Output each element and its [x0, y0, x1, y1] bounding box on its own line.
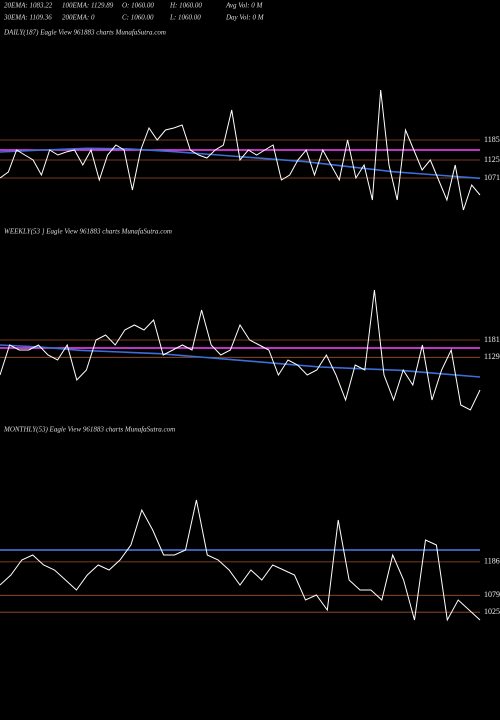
y-tick-label: 1181	[484, 335, 500, 344]
y-tick-label: 1125	[484, 155, 500, 164]
panel-title: MONTHLY(53) Eagle View 961883 charts Mun…	[3, 426, 175, 434]
price-line	[0, 344, 481, 378]
panel-title: DAILY(187) Eagle View 961883 charts Muna…	[3, 29, 166, 37]
header-stat: 20EMA: 1083.22	[4, 2, 53, 10]
header-stat: 30EMA: 1109.36	[3, 14, 52, 22]
panel-title: WEEKLY(53 ] Eagle View 961883 charts Mun…	[4, 228, 172, 236]
price-line	[0, 89, 481, 211]
price-line	[0, 499, 481, 622]
header-stat: Day Vol: 0 M	[225, 14, 265, 22]
header-stat: 200EMA: 0	[62, 14, 95, 22]
y-tick-label: 1071	[484, 173, 500, 182]
header-stat: Avg Vol: 0 M	[225, 2, 264, 10]
header-stat: O: 1060.00	[122, 2, 154, 10]
header-stat: H: 1060.00	[169, 2, 202, 10]
y-tick-label: 1079	[484, 590, 500, 599]
y-tick-label: 1129	[484, 352, 500, 361]
y-tick-label: 1185	[484, 135, 500, 144]
y-tick-label: 1025	[484, 607, 500, 616]
y-tick-label: 1186	[484, 557, 500, 566]
header-stat: L: 1060.00	[169, 14, 201, 22]
price-line	[0, 147, 481, 180]
header-stat: C: 1060.00	[122, 14, 154, 22]
header-stat: 100EMA: 1129.89	[62, 2, 114, 10]
price-line	[0, 289, 481, 411]
